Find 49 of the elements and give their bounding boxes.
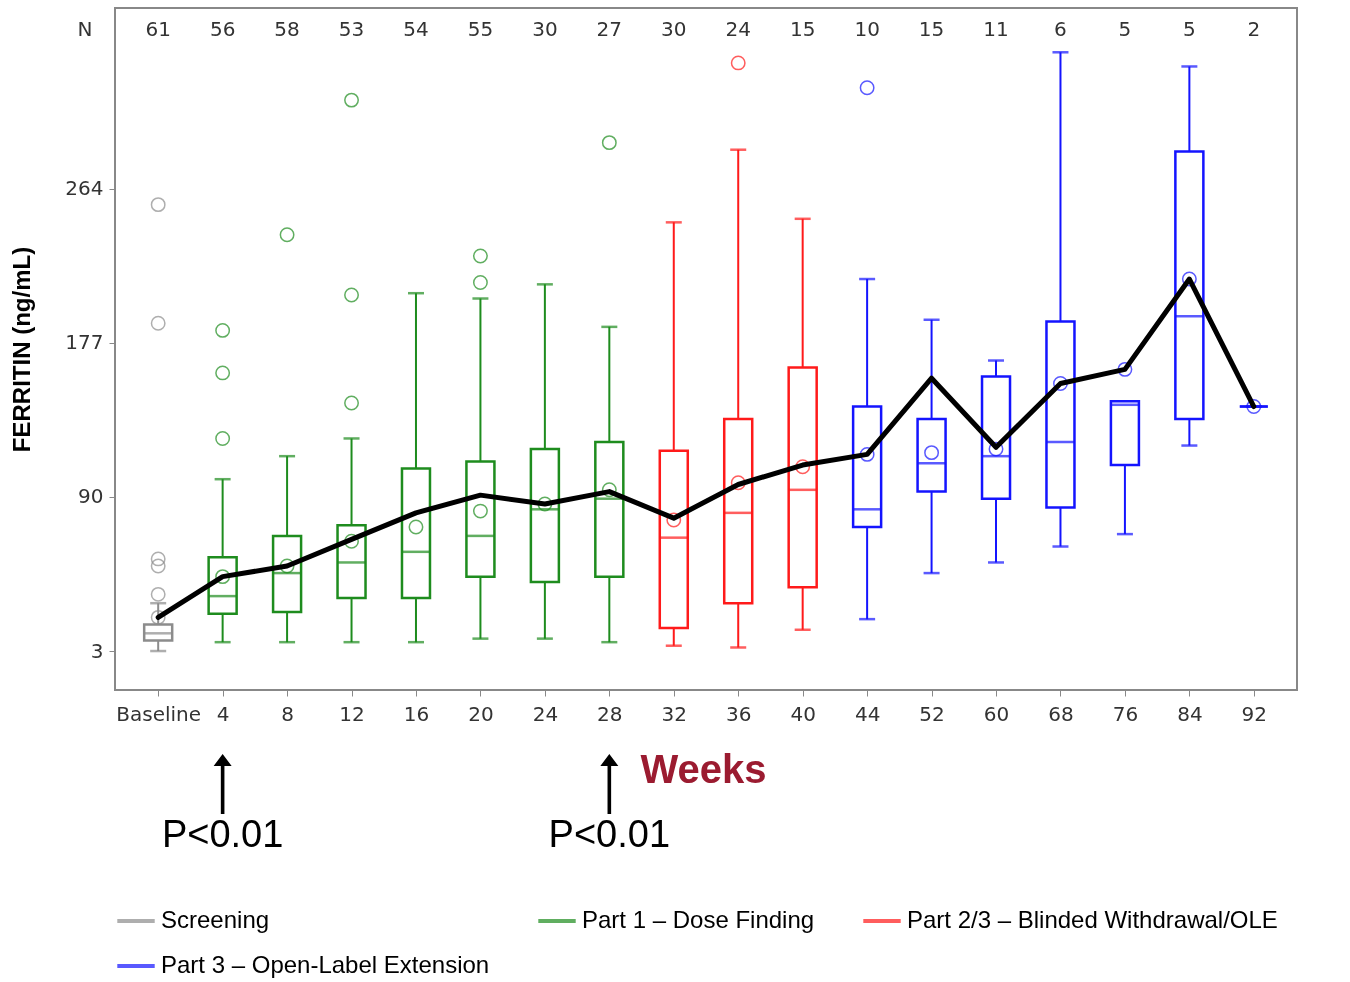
annotation: 54 [403,17,429,41]
text: N [77,17,93,41]
annotation: 53 [338,17,365,41]
x-tick-label: 52 [919,701,945,726]
annotation: 30 [532,17,558,41]
x-tick-label: Baseline [116,701,202,726]
x-tick-label: 20 [468,701,494,726]
x-tick-label: 16 [403,701,430,726]
y-axis-title: FERRITIN (ng/mL) [8,246,36,453]
x-axis-title: Weeks [640,746,767,791]
x-tick-label: 4 [216,701,230,726]
x-tick-label: 84 [1177,701,1203,726]
legend-label: Part 3 – Open-Label Extension [161,951,490,978]
annotation: 58 [274,17,300,41]
text: P<0.01 [161,813,284,855]
annotation: 11 [983,17,1009,41]
annotation: 2 [1247,17,1261,41]
y-tick-label: 90 [78,484,104,509]
annotation: 30 [661,17,687,41]
x-tick-label: 28 [597,701,623,726]
annotation: 5 [1183,17,1196,41]
x-tick-label: 68 [1048,701,1074,726]
x-tick-label: 92 [1241,701,1268,726]
annotation: 15 [918,17,945,41]
x-tick-label: 40 [790,701,816,726]
annotation: 56 [209,17,236,41]
y-tick-label: 264 [65,176,104,201]
text: P<0.01 [548,813,671,855]
annotation: 61 [145,17,171,41]
legend-label: Screening [161,906,270,933]
x-tick-label: 12 [339,701,365,726]
annotation: 27 [596,17,623,41]
legend-label: Part 1 – Dose Finding [582,906,815,933]
annotation: 24 [725,17,751,41]
annotation: 6 [1054,17,1067,41]
annotation: 55 [467,17,494,41]
y-tick-label: 3 [90,638,104,663]
x-tick-label: 36 [726,701,752,726]
annotation: 15 [789,17,816,41]
x-tick-label: 44 [854,701,881,726]
x-tick-label: 24 [532,701,559,726]
x-tick-label: 60 [983,701,1010,726]
annotation: 5 [1118,17,1132,41]
x-tick-label: 8 [281,701,294,726]
x-tick-label: 76 [1112,701,1139,726]
legend-label: Part 2/3 – Blinded Withdrawal/OLE [907,906,1278,933]
y-tick-label: 177 [65,330,104,355]
annotation: 10 [854,17,880,41]
x-tick-label: 32 [661,701,687,726]
